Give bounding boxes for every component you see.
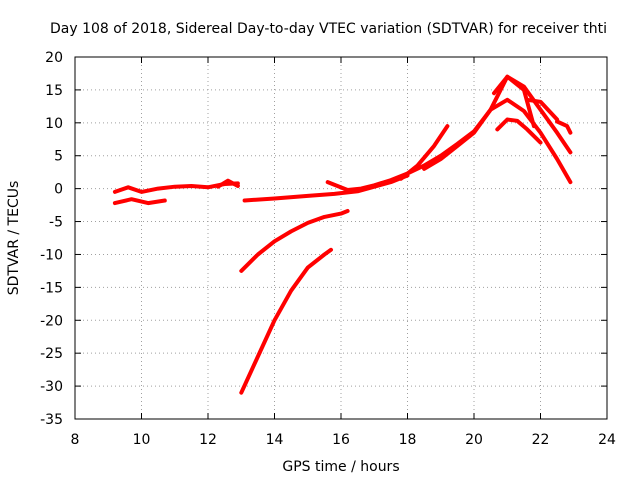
y-tick-label: -25: [40, 346, 63, 362]
grid-lines: [75, 57, 607, 419]
x-tick-label: 14: [266, 432, 284, 448]
y-tick-label: -35: [40, 412, 63, 428]
x-tick-label: 22: [532, 432, 550, 448]
y-tick-label: 0: [54, 182, 63, 198]
x-tick-label: 24: [598, 432, 616, 448]
x-tick-label: 20: [465, 432, 483, 448]
series-arc-5: [239, 209, 350, 273]
x-tick-label: 16: [332, 432, 350, 448]
y-tick-label: -30: [40, 379, 63, 395]
y-tick-label: 20: [45, 50, 63, 66]
x-tick-label: 18: [399, 432, 417, 448]
x-tick-label: 12: [199, 432, 217, 448]
data-series: [112, 74, 573, 395]
chart-title: Day 108 of 2018, Sidereal Day-to-day VTE…: [50, 21, 607, 37]
x-tick-label: 8: [71, 432, 80, 448]
series-arc-6: [239, 247, 333, 395]
y-tick-label: 15: [45, 83, 63, 99]
series-arc-11: [525, 97, 560, 122]
y-tick-label: -5: [49, 215, 63, 231]
series-arc-7: [325, 97, 573, 192]
y-tick-label: 10: [45, 116, 63, 132]
x-axis-label: GPS time / hours: [282, 459, 399, 475]
y-tick-label: -10: [40, 247, 63, 263]
series-arc-12: [495, 117, 543, 145]
axis-ticks: 8 10 12 14 16 18 20 22 24 20 15 10 5 0 -5 -10 -15 -20 -25 -…: [40, 50, 616, 448]
x-tick-label: 10: [133, 432, 151, 448]
series-arc-10: [492, 74, 536, 129]
series-arc-3: [216, 178, 240, 189]
y-tick-label: -15: [40, 280, 63, 296]
series-arc-4: [242, 173, 410, 203]
y-tick-label: -20: [40, 313, 63, 329]
series-arc-2: [112, 197, 167, 206]
series-arc-8: [398, 124, 450, 181]
series-arc-9: [422, 74, 573, 171]
y-tick-label: 5: [54, 149, 63, 165]
series-arc-13: [555, 119, 573, 135]
y-axis-label: SDTVAR / TECUs: [6, 181, 22, 296]
